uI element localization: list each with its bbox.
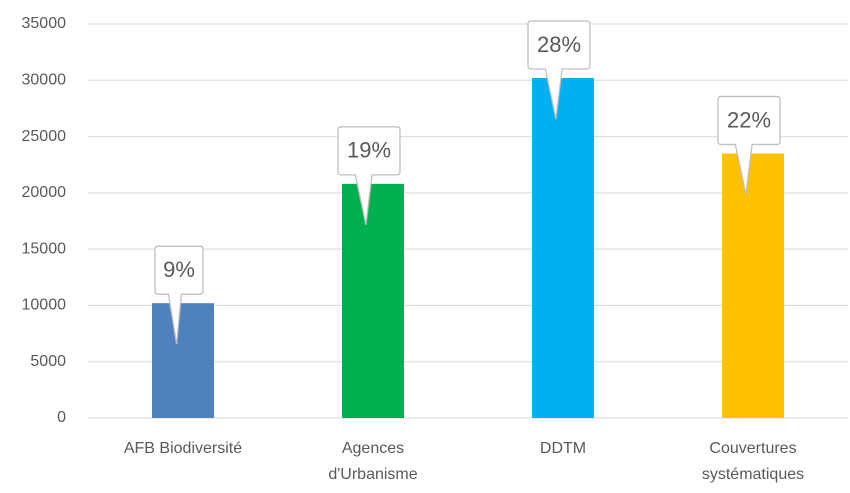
bar: [532, 78, 594, 418]
y-tick-label: 10000: [22, 297, 67, 314]
callout-box: [337, 126, 401, 225]
bar: [342, 183, 404, 418]
x-tick-label: Couvertures systématiques: [701, 440, 805, 483]
data-label: 19%: [347, 138, 391, 163]
y-tick-label: 30000: [22, 72, 67, 89]
x-tick-label: Agences d'Urbanisme: [328, 440, 418, 483]
callout-box: [527, 20, 591, 120]
data-label: 28%: [537, 32, 581, 57]
y-tick-label: 35000: [22, 15, 67, 32]
y-tick-label: 20000: [22, 184, 67, 201]
y-tick-label: 5000: [30, 353, 66, 370]
callout-box: [154, 245, 204, 345]
x-tick-label: AFB Biodiversité: [123, 440, 243, 457]
data-label: 22%: [727, 107, 771, 132]
bar: [722, 153, 784, 418]
data-label: 9%: [163, 257, 195, 282]
x-tick-label: DDTM: [539, 440, 587, 457]
y-tick-label: 25000: [22, 128, 67, 145]
y-tick-label: 15000: [22, 240, 67, 257]
y-tick-label: 0: [57, 409, 66, 426]
bar: [152, 303, 214, 418]
callout-box: [717, 95, 781, 195]
